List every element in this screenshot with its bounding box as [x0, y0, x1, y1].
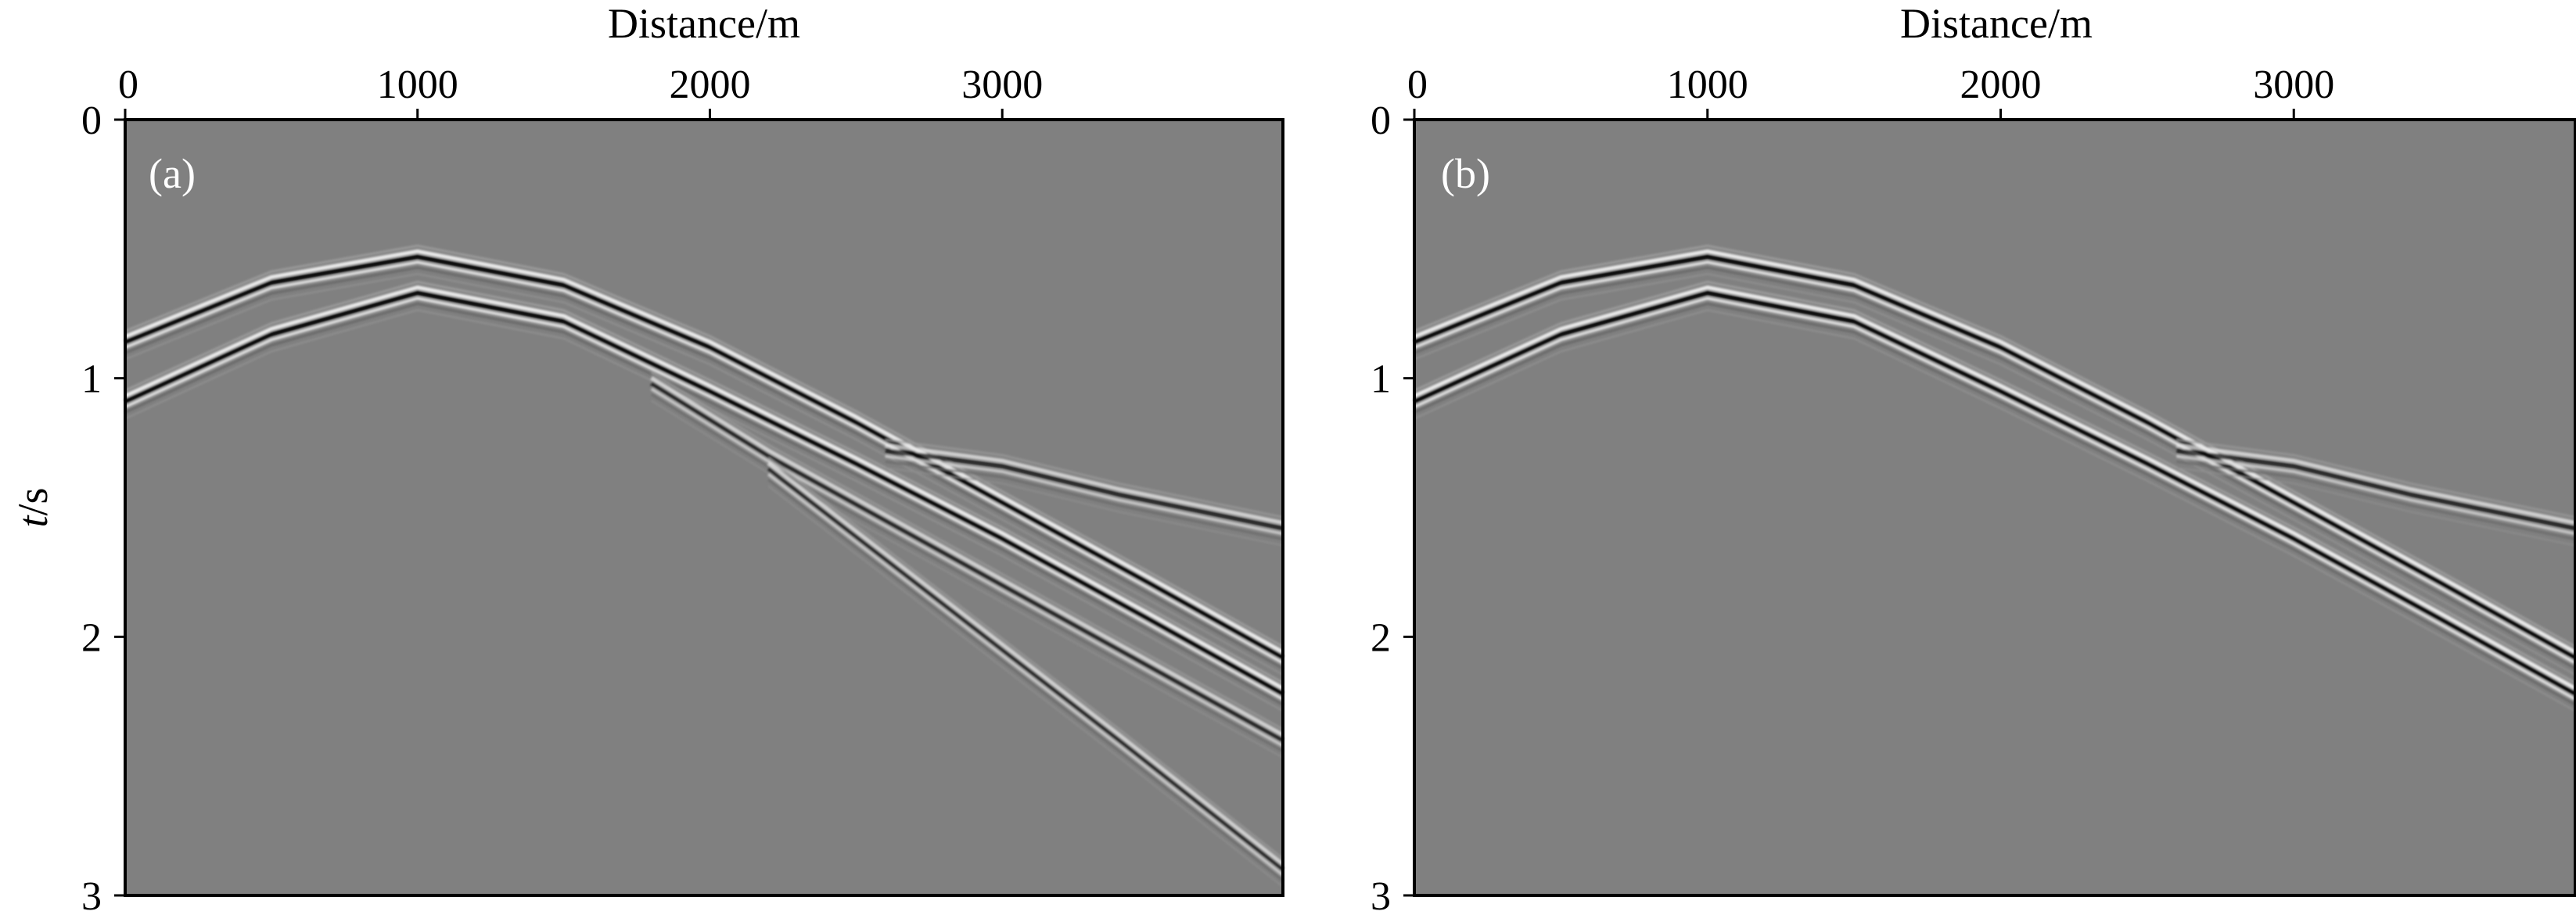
- seismic-event-line: [124, 303, 1284, 706]
- panel-a-y-axis-title: t/s: [9, 487, 56, 527]
- seismic-event-line: [124, 290, 1284, 696]
- x-tick-label: 3000: [2253, 63, 2334, 107]
- x-tick-label: 2000: [669, 63, 750, 107]
- seismic-event-line: [1414, 244, 2576, 648]
- seismic-event-line: [124, 281, 1284, 684]
- panel-a-y-ticks: 0 1 2 3: [81, 99, 125, 919]
- seismic-event-line: [651, 400, 1284, 759]
- seismic-event-line: [767, 457, 1284, 860]
- panel-b-y-ticks: 0 1 2 3: [1371, 99, 1414, 919]
- x-tick-label: 3000: [961, 63, 1043, 107]
- seismic-event-line: [124, 249, 1284, 654]
- y-tick-label: 0: [81, 99, 102, 143]
- x-tick-label: 1000: [377, 63, 458, 107]
- panel-a-label: (a): [149, 150, 196, 197]
- seismic-event-line: [124, 266, 1284, 670]
- seismic-event-line: [1414, 260, 2576, 665]
- x-tick-label: 2000: [1960, 63, 2041, 107]
- seismic-event-line: [885, 443, 1284, 525]
- seismic-event-line: [885, 448, 1284, 531]
- panel-b-events: [1413, 244, 2576, 712]
- seismic-event-line: [1414, 296, 2576, 701]
- seismic-event-line: [2176, 454, 2576, 536]
- seismic-event-line: [124, 254, 1284, 660]
- y-tick-label: 3: [1371, 874, 1391, 919]
- x-tick-label: 0: [118, 63, 138, 107]
- panel-b-x-axis-title: Distance/m: [1900, 0, 2093, 47]
- seismic-event-line: [767, 472, 1284, 877]
- seismic-event-line: [650, 376, 1284, 737]
- seismic-event-line: [124, 260, 1284, 665]
- seismic-event-line: [1414, 266, 2576, 670]
- y-axis-unit: /s: [9, 487, 56, 515]
- seismic-event-line: [1414, 249, 2576, 654]
- x-tick-label: 0: [1407, 63, 1428, 107]
- seismic-event-line: [124, 296, 1284, 701]
- seismic-event-line: [885, 438, 1284, 518]
- seismic-event-line: [650, 371, 1284, 730]
- seismic-event-line: [1414, 309, 2576, 712]
- y-tick-label: 2: [81, 615, 102, 660]
- y-axis-symbol: t: [9, 515, 56, 528]
- seismic-event-line: [1413, 254, 2576, 660]
- panel-a-x-axis-title: Distance/m: [608, 0, 800, 47]
- seismic-event-line: [124, 273, 1284, 676]
- seismic-event-line: [1413, 290, 2576, 696]
- seismic-event-line: [767, 479, 1284, 882]
- seismic-event-line: [124, 285, 1284, 691]
- seismic-event-line: [1414, 281, 2576, 684]
- panel-a-events: [124, 244, 1284, 888]
- seismic-event-line: [1414, 273, 2576, 676]
- panel-a: (a) Distance/m 0 1000 2000 3000 0 1 2 3 t/s: [9, 0, 1284, 919]
- x-tick-label: 1000: [1667, 63, 1748, 107]
- seismic-event-line: [2176, 460, 2576, 540]
- panel-a-x-ticks: 0 1000 2000 3000: [118, 63, 1043, 120]
- seismic-event-line: [2176, 438, 2576, 518]
- y-tick-label: 1: [81, 357, 102, 402]
- seismic-event-line: [767, 467, 1284, 872]
- seismic-event-line: [650, 381, 1284, 743]
- seismic-event-line: [650, 387, 1284, 748]
- panel-b-x-ticks: 0 1000 2000 3000: [1407, 63, 2334, 120]
- panel-b-frame: [1413, 118, 2576, 897]
- seismic-event-line: [1414, 303, 2576, 706]
- seismic-event-line: [124, 244, 1284, 648]
- seismic-event-line: [885, 460, 1284, 540]
- seismic-event-line: [767, 461, 1284, 866]
- seismic-event-line: [2175, 443, 2576, 525]
- y-tick-label: 0: [1371, 99, 1391, 143]
- seismic-event-line: [650, 393, 1284, 752]
- seismic-event-line: [885, 454, 1284, 536]
- panel-b-label: (b): [1441, 150, 1490, 197]
- seismic-event-line: [885, 467, 1284, 547]
- seismic-event-line: [2175, 448, 2576, 531]
- panel-b: (b) Distance/m 0 1000 2000 3000 0 1 2 3: [1371, 0, 2576, 919]
- y-tick-label: 3: [81, 874, 102, 919]
- seismic-event-line: [2176, 467, 2576, 547]
- y-tick-label: 2: [1371, 615, 1391, 660]
- seismic-event-line: [767, 485, 1284, 888]
- panel-a-plot-area: [125, 120, 1283, 895]
- panel-a-frame: [124, 118, 1284, 897]
- panel-b-plot-area: [1414, 120, 2575, 895]
- y-tick-label: 1: [1371, 357, 1391, 402]
- seismic-event-line: [1413, 285, 2576, 691]
